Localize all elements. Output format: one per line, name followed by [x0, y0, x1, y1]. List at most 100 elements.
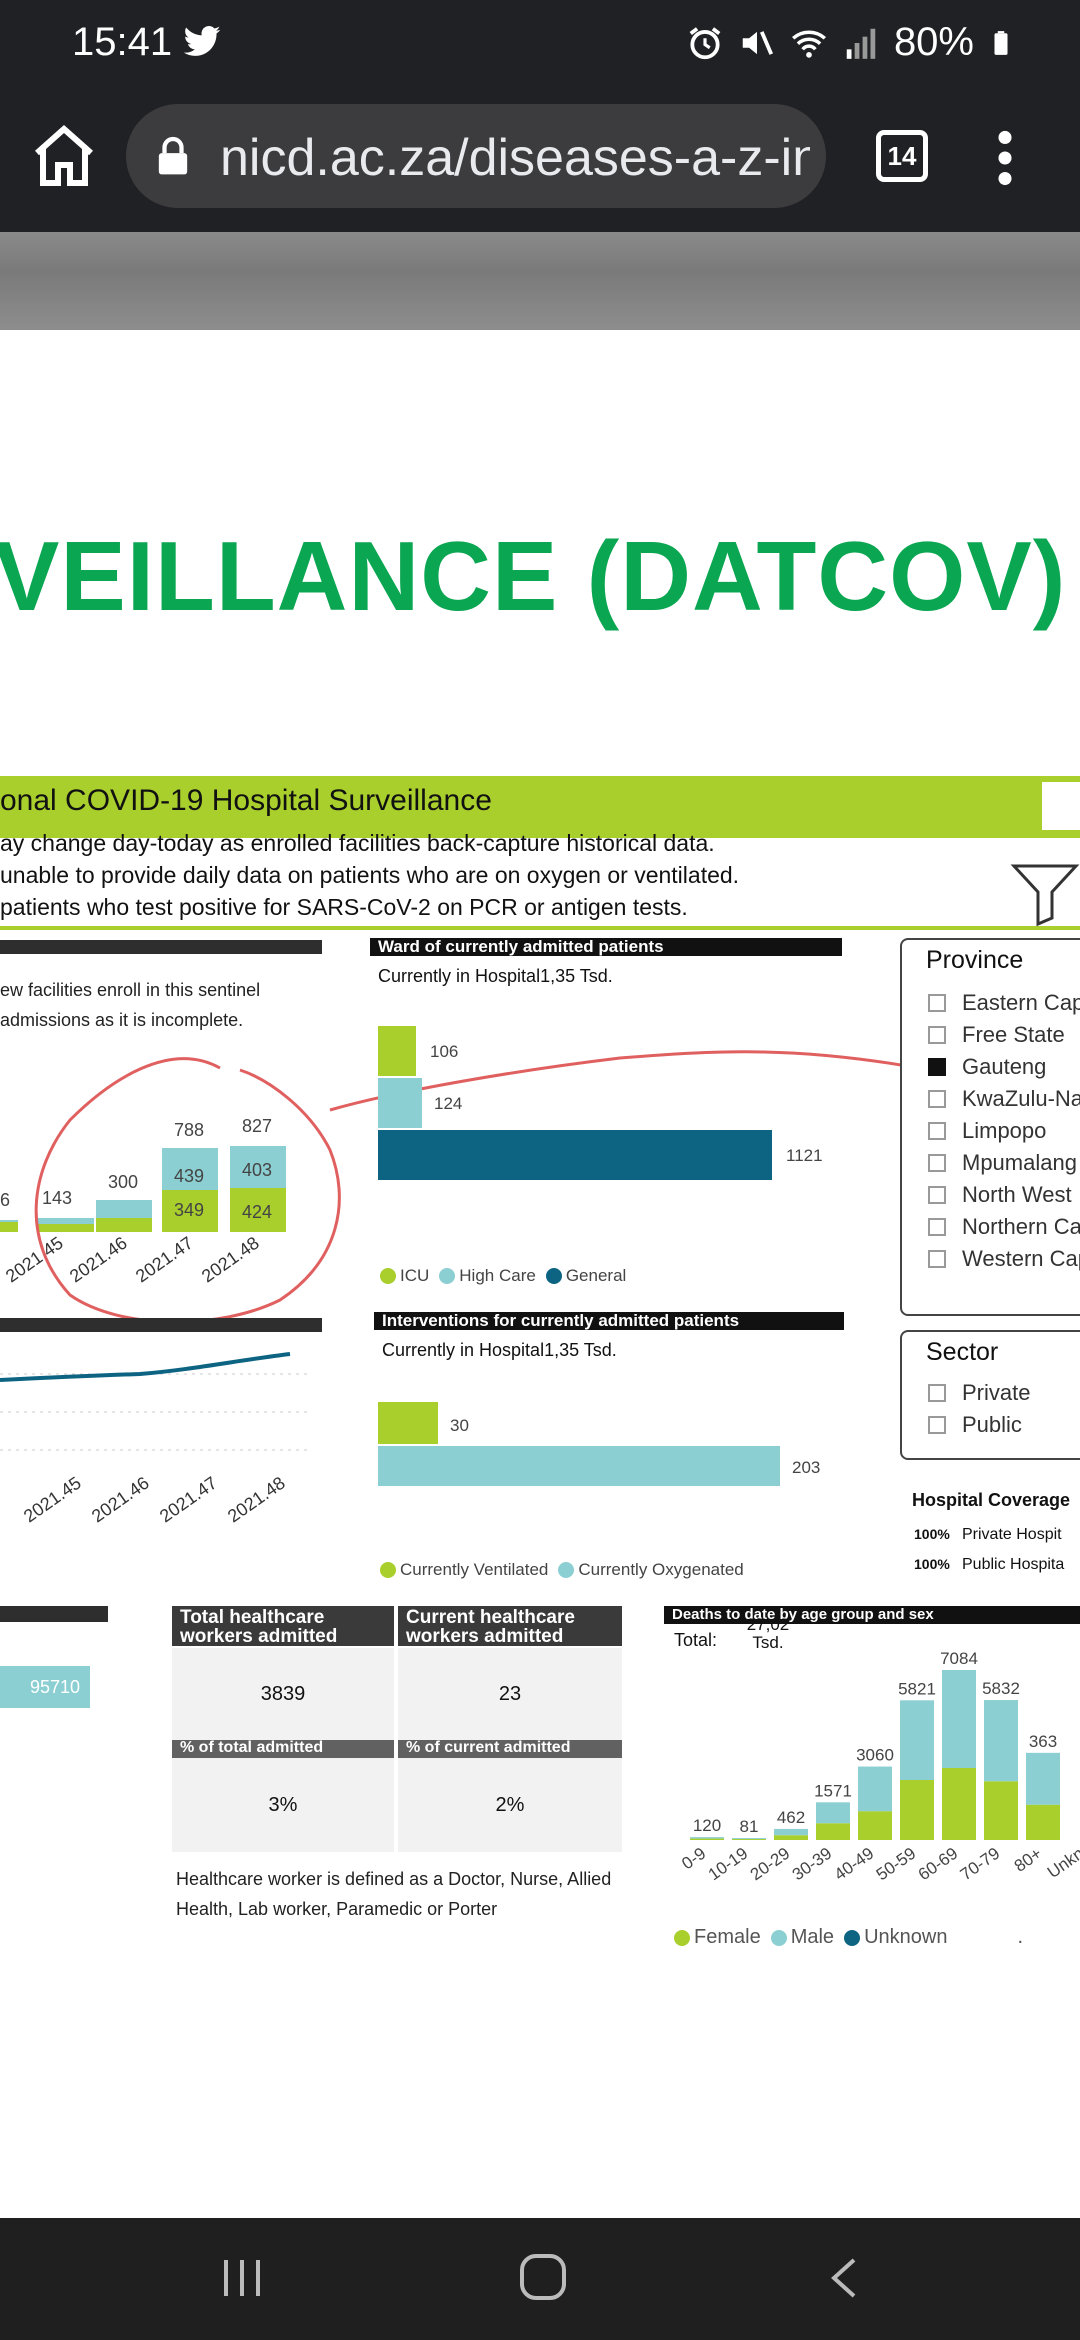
chart-bar — [96, 1200, 152, 1218]
deaths-panel-title: Deaths to date by age group and sex — [664, 1606, 1080, 1624]
checkbox[interactable] — [928, 1186, 946, 1204]
pct-total-title: % of total admitted — [172, 1740, 394, 1758]
province-option[interactable]: Mpumalang — [928, 1150, 1077, 1176]
chart-bar-oxygenated — [378, 1446, 780, 1486]
deaths-bar-female — [816, 1823, 850, 1840]
deaths-bar-male — [1026, 1752, 1060, 1805]
province-option[interactable]: Gauteng — [928, 1054, 1046, 1080]
coverage-label: Public Hospita — [962, 1556, 1065, 1573]
chart-bar-ventilated — [378, 1402, 438, 1444]
bar-total-label: 827 — [242, 1116, 273, 1136]
deaths-axis-label: 40-49 — [831, 1844, 878, 1885]
panel-header-bar — [0, 1606, 108, 1622]
legend-label: Currently Ventilated — [400, 1560, 549, 1579]
bar-total-label: 300 — [108, 1172, 139, 1192]
battery-icon — [994, 30, 1008, 55]
divider — [0, 926, 1080, 930]
checkbox[interactable] — [928, 994, 946, 1012]
chart-bar — [230, 1146, 286, 1188]
banner-title: onal COVID-19 Hospital Surveillance — [0, 784, 492, 817]
deaths-axis-label: Unkn — [1044, 1844, 1080, 1882]
chart-bar — [0, 1222, 18, 1232]
deaths-bar-male — [858, 1766, 892, 1812]
battery-percent: 80% — [893, 20, 974, 64]
deaths-bar-female — [732, 1839, 766, 1840]
wifi-icon — [791, 30, 826, 58]
bar-value-label: 424 — [242, 1202, 273, 1222]
province-label: Western Cap — [962, 1246, 1080, 1271]
status-time: 15:41 — [72, 20, 173, 64]
province-label: Limpopo — [962, 1118, 1047, 1143]
checkbox[interactable] — [928, 1154, 946, 1172]
checkbox[interactable] — [928, 1090, 946, 1108]
legend-item: ICU — [380, 1266, 429, 1286]
more-menu-icon[interactable] — [990, 130, 1020, 186]
checkbox[interactable] — [928, 1384, 946, 1402]
province-option[interactable]: North West — [928, 1182, 1072, 1208]
note-line: patients who test positive for SARS-CoV-… — [0, 894, 688, 920]
checkbox[interactable] — [928, 1416, 946, 1434]
checkbox[interactable] — [928, 1026, 946, 1044]
coverage-label: Private Hospit — [962, 1526, 1062, 1543]
coverage-pct: 100% — [914, 1526, 950, 1542]
interventions-subtitle: Currently in Hospital1,35 Tsd. — [382, 1340, 617, 1361]
hw-definition: Healthcare worker is defined as a Doctor… — [176, 1869, 612, 1919]
lock-icon — [158, 136, 188, 175]
sector-option[interactable]: Private — [928, 1380, 1030, 1406]
checkbox[interactable] — [928, 1218, 946, 1236]
legend-dot — [674, 1929, 690, 1946]
checkbox[interactable] — [928, 1250, 946, 1268]
chart-bar — [38, 1224, 94, 1232]
url-bar[interactable]: nicd.ac.za/diseases-a-z-index/c — [126, 104, 826, 208]
chart-bar — [162, 1148, 218, 1190]
province-label: Eastern Cap — [962, 990, 1080, 1015]
deaths-total-label: 1571 — [814, 1781, 852, 1800]
chart-bar-icu — [378, 1026, 416, 1076]
total-hw-value: 3839 — [172, 1648, 394, 1740]
home-nav-icon[interactable] — [518, 2252, 568, 2302]
chart-bar — [230, 1188, 286, 1232]
home-icon[interactable] — [28, 120, 100, 192]
province-option[interactable]: Eastern Cap — [928, 990, 1080, 1016]
pct-current-title: % of current admitted — [398, 1740, 622, 1758]
legend-dot — [844, 1929, 861, 1946]
deaths-total-label: 81 — [740, 1817, 759, 1836]
checkbox[interactable] — [928, 1122, 946, 1140]
deaths-axis-label: 70-79 — [957, 1844, 1004, 1885]
province-option[interactable]: KwaZulu-Na — [928, 1086, 1080, 1112]
province-option[interactable]: Limpopo — [928, 1118, 1046, 1144]
legend-dot — [380, 1268, 396, 1284]
legend-label: Female — [694, 1926, 761, 1948]
bar-value-label: 106 — [430, 1042, 459, 1061]
x-axis-label: 2021.46 — [88, 1472, 153, 1527]
recent-apps-icon[interactable] — [218, 2256, 266, 2300]
province-option[interactable]: Northern Ca — [928, 1214, 1080, 1240]
deaths-total-label: 462 — [777, 1808, 805, 1827]
deaths-bar-female — [1026, 1804, 1060, 1840]
coverage-row: 100% Public Hospita — [914, 1556, 1064, 1574]
bar-value-label: 6 — [0, 1190, 11, 1210]
bar-value-label: 124 — [434, 1094, 463, 1113]
legend-label: High Care — [459, 1266, 536, 1285]
hero-image-strip — [0, 232, 1080, 330]
tab-switcher-button[interactable]: 14 — [876, 130, 928, 182]
current-hw-value: 23 — [398, 1648, 622, 1740]
current-hw-card-title: Current healthcare workers admitted — [398, 1606, 622, 1646]
filter-icon[interactable] — [1010, 860, 1080, 926]
checkbox-checked[interactable] — [928, 1058, 946, 1076]
province-option[interactable]: Western Cap — [928, 1246, 1080, 1272]
legend-dot — [439, 1268, 456, 1284]
back-icon[interactable] — [826, 2256, 862, 2300]
note-line: ay change day-today as enrolled faciliti… — [0, 830, 715, 856]
legend-item: General — [545, 1266, 626, 1286]
province-option[interactable]: Free State — [928, 1022, 1065, 1048]
hw-left-value: 95710 — [0, 1666, 90, 1708]
legend-dot — [558, 1562, 575, 1578]
chart-bar — [96, 1218, 152, 1232]
sector-option[interactable]: Public — [928, 1412, 1022, 1438]
bar-total-label: 143 — [42, 1188, 73, 1208]
chart-bar — [38, 1218, 94, 1224]
url-text: nicd.ac.za/diseases-a-z-index/c — [220, 129, 810, 187]
x-axis-label: 2021.48 — [224, 1472, 289, 1527]
panel-header-bar — [0, 940, 322, 954]
